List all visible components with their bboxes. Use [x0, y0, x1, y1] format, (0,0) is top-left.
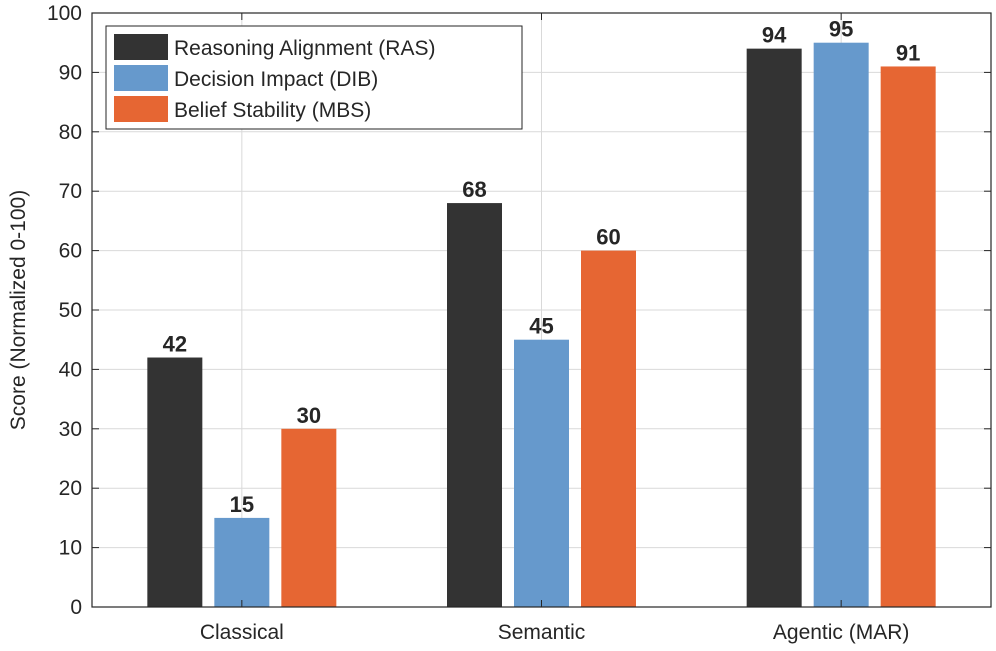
bar [281, 428, 337, 607]
y-tick-label: 30 [59, 418, 82, 441]
y-tick-label: 90 [59, 61, 82, 84]
bar [746, 48, 802, 607]
bar [581, 250, 636, 607]
y-tick-label: 40 [59, 358, 82, 381]
bar [447, 203, 502, 607]
y-tick-label: 0 [70, 596, 82, 619]
legend-box [105, 25, 523, 130]
bar [880, 66, 936, 607]
data-label: 91 [896, 40, 920, 65]
y-tick-label: 60 [59, 240, 82, 263]
legend-swatch [114, 65, 168, 91]
y-tick-label: 10 [59, 537, 82, 560]
y-tick-label: 80 [59, 121, 82, 144]
x-tick-label: Agentic (MAR) [773, 621, 910, 644]
bar [147, 357, 203, 607]
data-labels: 42 15 30 68 45 60 94 95 91 [163, 17, 921, 517]
y-tick-label: 100 [47, 2, 82, 25]
y-tick-label: 70 [59, 180, 82, 203]
data-label: 42 [163, 332, 187, 357]
bar [514, 339, 569, 607]
data-label: 68 [462, 177, 486, 202]
legend-label: Decision Impact (DIB) [174, 68, 378, 91]
legend-label: Reasoning Alignment (RAS) [174, 37, 435, 60]
legend-swatch [114, 34, 168, 60]
y-tick-label: 50 [59, 299, 82, 322]
bars [147, 42, 936, 607]
ticks: 0 10 20 30 40 50 60 70 80 90 100 Classical Semantic A… [47, 2, 991, 644]
bar [813, 42, 869, 607]
legend-label: Belief Stability (MBS) [174, 99, 371, 122]
x-tick-label: Classical [200, 621, 284, 644]
data-label: 95 [829, 17, 853, 42]
data-label: 60 [596, 225, 620, 250]
legend: Reasoning Alignment (RAS) Decision Impact… [105, 25, 523, 130]
x-tick-label: Semantic [498, 621, 586, 644]
y-axis-label: Score (Normalized 0-100) [7, 190, 30, 430]
data-label: 94 [762, 23, 787, 48]
y-tick-label: 20 [59, 477, 82, 500]
bar [214, 517, 270, 607]
legend-swatch [114, 96, 168, 122]
data-label: 15 [230, 492, 254, 517]
data-label: 30 [297, 403, 321, 428]
data-label: 45 [529, 314, 553, 339]
